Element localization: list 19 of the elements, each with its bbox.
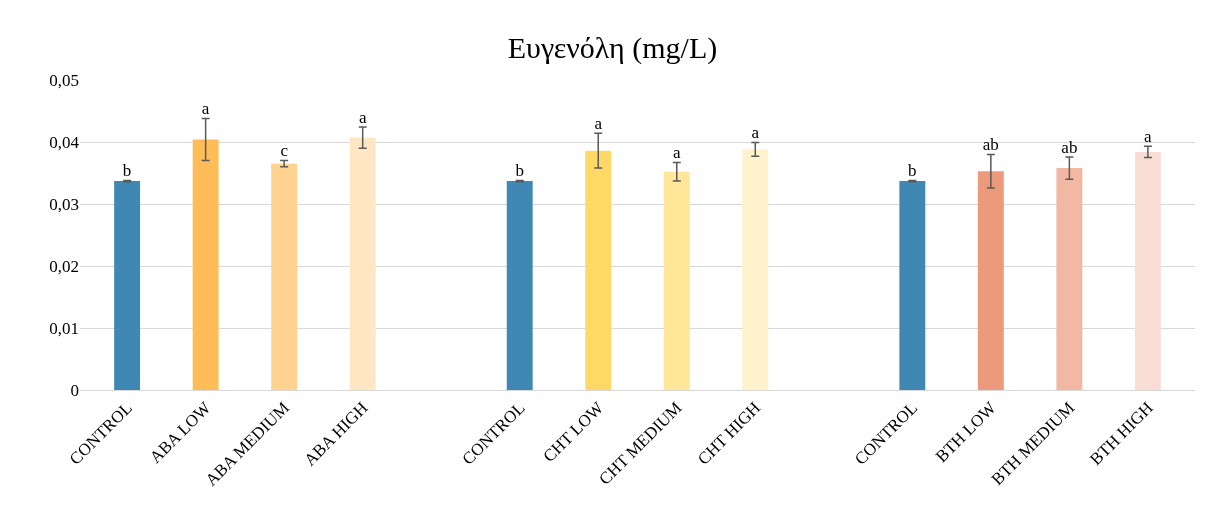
data-label: ab — [1061, 137, 1078, 157]
data-label: a — [358, 107, 367, 127]
data-label: b — [908, 161, 917, 181]
y-tick-label: 0,04 — [49, 132, 80, 152]
data-label: a — [594, 114, 603, 134]
data-label: a — [201, 99, 210, 119]
y-tick-label: 0,01 — [49, 318, 79, 338]
y-tick-label: 0 — [70, 380, 79, 400]
data-label: c — [280, 141, 289, 161]
y-tick-label: 0,03 — [49, 194, 79, 214]
data-label: b — [122, 161, 132, 181]
data-label: b — [515, 161, 524, 181]
data-label: a — [751, 123, 760, 143]
y-tick-label: 0,05 — [49, 70, 79, 90]
chart-title: Ευγενόλη (mg/L) — [507, 31, 718, 66]
data-label: a — [1144, 127, 1153, 147]
data-label: ab — [982, 135, 999, 155]
data-label: a — [672, 143, 681, 163]
y-tick-label: 0,02 — [49, 256, 79, 276]
